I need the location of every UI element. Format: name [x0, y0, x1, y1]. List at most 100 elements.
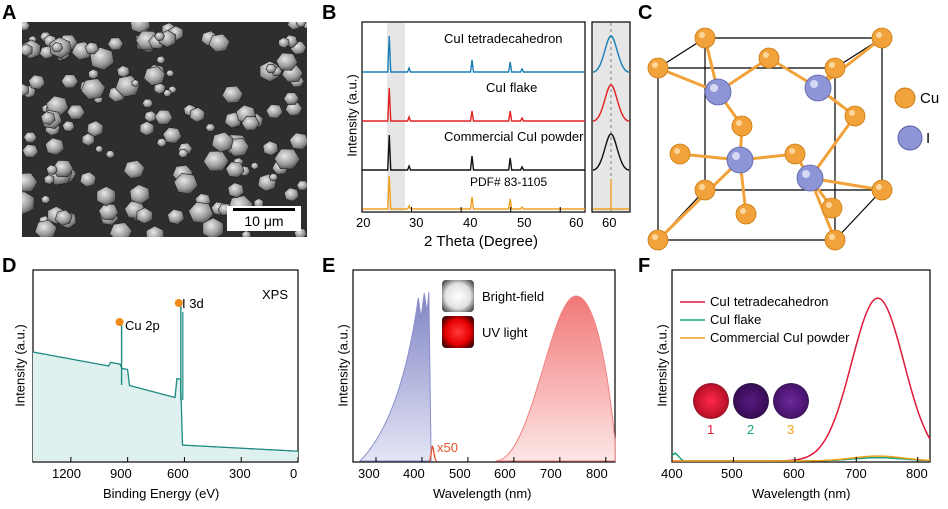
crystal-grain: [285, 101, 303, 117]
cu-i-bond: [716, 91, 744, 127]
crystal-grain: [283, 92, 300, 106]
crystal-grain: [145, 225, 165, 237]
crystal-grain: [136, 207, 153, 225]
crystal-grain: [131, 79, 140, 87]
crystal-grain: [22, 190, 35, 215]
crystal-grain: [40, 195, 51, 204]
x50-peak: [428, 445, 438, 462]
xrd-inset-trace-2: [592, 133, 630, 171]
xrd-xtick: 50: [517, 215, 532, 230]
crystal-grain: [143, 66, 166, 86]
crystal-grain: [262, 140, 279, 156]
xps-ylabel: Intensity (a.u.): [12, 324, 28, 407]
crystal-grain: [289, 132, 307, 151]
f-ylabel: Intensity (a.u.): [654, 324, 670, 407]
f-xtick: 500: [721, 466, 743, 481]
cu-i-bond: [808, 177, 837, 241]
cu-atom-highlight: [849, 110, 855, 116]
i-atom: [704, 78, 732, 106]
i-atom: [804, 74, 832, 102]
cu-atom-highlight: [829, 62, 835, 68]
cu-i-bond: [817, 86, 856, 118]
crystal-grain: [241, 116, 260, 131]
cu-atom: [784, 143, 806, 165]
crystal-grain: [105, 150, 116, 159]
xps-xtick: 0: [290, 466, 298, 481]
i-atom: [796, 164, 824, 192]
crystal-grain: [22, 144, 39, 159]
cu-atom-highlight: [736, 120, 742, 126]
sem-micrograph: 10 μm: [22, 22, 307, 237]
crystal-grain: [283, 187, 300, 202]
cu-atom: [824, 57, 846, 79]
crystal-grain: [89, 46, 115, 71]
crystal-grain: [296, 180, 307, 191]
panel-e-label: E: [322, 255, 336, 277]
crystal-grain: [34, 219, 58, 237]
pl-xlabel: Wavelength (nm): [433, 486, 532, 501]
xps-tag: XPS: [262, 287, 289, 302]
cu-i-bond: [656, 158, 742, 242]
cu-atom-highlight: [652, 62, 658, 68]
cu-atom: [821, 197, 843, 219]
pl-xtick: 400: [403, 466, 425, 481]
cu-atom: [844, 105, 866, 127]
crystal-grain: [205, 123, 216, 132]
f-legend-commercial: Commercial CuI powder: [710, 330, 850, 345]
xrd-xlabel: 2 Theta (Degree): [424, 233, 538, 250]
scale-bar: 10 μm: [227, 206, 301, 231]
cu-i-bond: [808, 177, 834, 209]
cu-atom: [735, 203, 757, 225]
crystal-grain: [167, 208, 185, 225]
crystal-grain: [62, 120, 75, 132]
uv-light-image: [442, 316, 474, 348]
pl-ylabel: Intensity (a.u.): [335, 324, 351, 407]
crystal-grain: [22, 22, 31, 31]
bright-field-image: [442, 280, 474, 312]
crystal-grain: [154, 109, 173, 125]
crystal-grain: [188, 201, 214, 224]
cu-atom-highlight: [876, 32, 882, 38]
crystal-grain: [202, 217, 224, 237]
pl-xtick: 800: [586, 466, 608, 481]
crystal-grain: [265, 104, 284, 119]
cu-atom: [694, 27, 716, 49]
sample-1-image: [693, 383, 729, 419]
crystal-grain: [227, 182, 245, 199]
crystal-grain: [203, 150, 230, 172]
legend-cu-marker: [894, 87, 916, 109]
cu-i-bond: [817, 36, 883, 90]
xps-xtick: 300: [229, 466, 251, 481]
crystal-grain: [51, 42, 64, 53]
xrd-xtick: 20: [356, 215, 371, 230]
excitation-band: [358, 291, 432, 462]
crystal-grain: [98, 203, 119, 221]
crystal-grain: [253, 198, 264, 209]
cu-atom: [871, 27, 893, 49]
crystal-grain: [45, 137, 65, 156]
crystal-grain: [28, 74, 46, 90]
crystal-grain: [274, 148, 301, 170]
i-atom-highlight: [710, 84, 718, 92]
crystal-grain: [221, 85, 244, 104]
sem-crystals: [22, 22, 307, 237]
cu-atom: [647, 57, 669, 79]
crystal-grain: [141, 98, 154, 109]
pl-xtick: 300: [358, 466, 380, 481]
crystal-grain: [189, 107, 206, 123]
xps-xlabel: Binding Energy (eV): [103, 486, 220, 501]
crystal-grain: [165, 69, 175, 77]
xrd-trace-1: [362, 87, 585, 122]
panel-b-label: B: [322, 2, 337, 24]
cu-atom: [731, 115, 753, 137]
f-xlabel: Wavelength (nm): [752, 486, 851, 501]
cu-atom-highlight: [699, 184, 705, 190]
panel-f-label: F: [638, 255, 651, 277]
crystal-grain: [278, 37, 290, 49]
crystal-grain: [109, 222, 133, 237]
crystal-grain: [268, 173, 279, 182]
crystal-grain: [156, 55, 166, 65]
xps-line: [32, 351, 299, 452]
cu-atom-highlight: [699, 32, 705, 38]
panel-d-label: D: [2, 255, 17, 277]
